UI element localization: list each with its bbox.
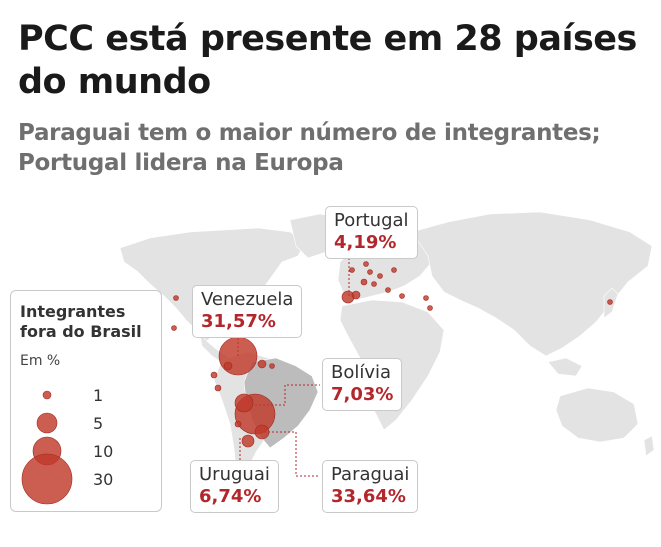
legend-circle-30 (21, 453, 73, 505)
bubble-germany (377, 273, 383, 279)
page-subtitle: Paraguai tem o maior número de integrant… (18, 120, 601, 176)
callout-bolivia-name: Bolívia (331, 362, 392, 383)
callout-portugal-name: Portugal (334, 210, 409, 231)
bubble-switzerland (371, 281, 377, 287)
callout-bolivia-value: 7,03% (331, 384, 394, 405)
bubble-israel (427, 305, 433, 311)
bubble-spain (351, 290, 361, 300)
bubble-greece (399, 293, 405, 299)
callout-venezuela-name: Venezuela (201, 289, 294, 310)
legend-title: Integrantes fora do Brasil (20, 302, 142, 341)
callout-bolivia: Bolívia 7,03% (322, 358, 403, 411)
bubble-bolivia (234, 393, 254, 413)
leader-bolivia (255, 384, 320, 406)
bubble-uruguai (241, 434, 255, 448)
bubble-guiana (257, 359, 267, 369)
bubble-chile (234, 420, 242, 428)
callout-venezuela: Venezuela 31,57% (192, 285, 303, 338)
callout-portugal: Portugal 4,19% (325, 206, 418, 259)
bubble-italy (385, 287, 391, 293)
bubble-netherlands (363, 261, 369, 267)
legend-circles (21, 390, 73, 505)
bubble-peru (214, 384, 222, 392)
callout-paraguai-value: 33,64% (331, 486, 406, 507)
bubble-colombia (223, 361, 233, 371)
bubble-uk (349, 267, 355, 273)
legend-label-30: 30 (93, 470, 114, 489)
callout-uruguai: Uruguai 6,74% (190, 460, 279, 513)
page-title: PCC está presente em 28 países do mundo (18, 19, 637, 102)
legend-circle-1 (42, 390, 52, 400)
bubble-mexico (171, 325, 177, 331)
leader-paraguai (264, 431, 318, 477)
se-asia-landmass (547, 357, 583, 377)
bubble-argentina (254, 424, 270, 440)
legend-label-1: 1 (93, 386, 104, 405)
bubble-france (360, 278, 368, 286)
bubble-turkey (423, 295, 429, 301)
asia-landmass (411, 211, 653, 357)
bubble-usa (173, 295, 179, 301)
legend-circle-5 (36, 412, 58, 434)
callout-paraguai: Paraguai 33,64% (322, 460, 419, 513)
callout-portugal-value: 4,19% (334, 232, 397, 253)
australia-landmass (555, 387, 639, 443)
bubble-suriname (269, 363, 275, 369)
callout-uruguai-name: Uruguai (199, 464, 270, 485)
legend-label-10: 10 (93, 442, 114, 461)
legend-label-5: 5 (93, 414, 104, 433)
size-legend: Integrantes fora do Brasil Em % 1 5 10 3… (10, 290, 162, 512)
bubble-japan (607, 299, 613, 305)
bubble-belgium (367, 269, 373, 275)
new-zealand-landmass (643, 435, 655, 457)
bubble-poland (391, 267, 397, 273)
callout-venezuela-value: 31,57% (201, 311, 276, 332)
callout-uruguai-value: 6,74% (199, 486, 262, 507)
legend-unit: Em % (20, 353, 61, 369)
bubble-ecuador (210, 371, 218, 379)
callout-paraguai-name: Paraguai (331, 464, 410, 485)
bubble-venezuela (218, 336, 258, 376)
